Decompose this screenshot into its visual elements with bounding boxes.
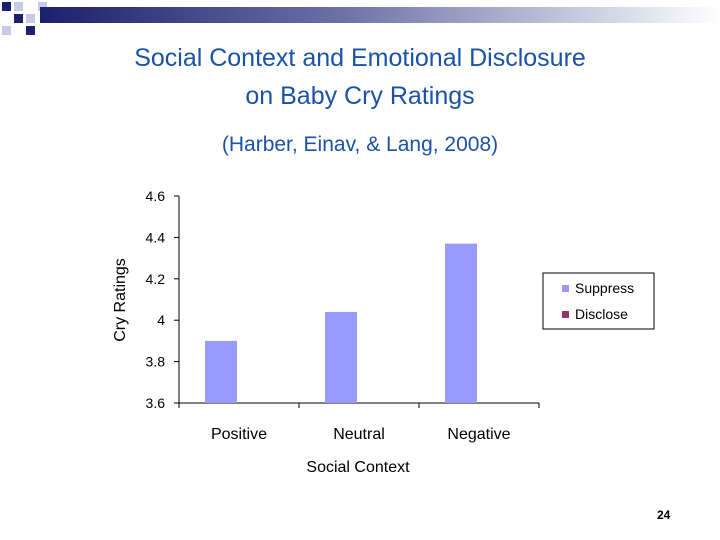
x-tick-label: Neutral [333, 426, 385, 443]
page-number: 24 [657, 508, 671, 522]
header-decoration [2, 2, 720, 35]
y-axis-label: Cry Ratings [112, 258, 129, 342]
legend-swatch-disclose [562, 311, 569, 318]
deco-square-navy-1 [2, 2, 11, 11]
legend-swatch-suppress [562, 285, 569, 292]
deco-square-light-4 [38, 2, 47, 11]
deco-gradient-bar [40, 7, 720, 23]
y-tick-label: 3.8 [146, 354, 166, 370]
deco-square-navy-3 [26, 26, 35, 35]
y-tick-label: 4.6 [146, 188, 166, 204]
slide-title-line-2: on Baby Cry Ratings [245, 82, 475, 110]
deco-square-light-3 [2, 26, 11, 35]
slide-title-line-1: Social Context and Emotional Disclosure [134, 44, 586, 72]
slide-subtitle: (Harber, Einav, & Lang, 2008) [221, 133, 499, 156]
legend: Suppress Disclose [542, 272, 655, 330]
bar-suppress-neutral [325, 311, 357, 403]
y-axis: 4.6 4.4 4.2 4 3.8 3.6 [146, 188, 180, 411]
y-tick-label: 4.4 [146, 229, 166, 245]
bar-suppress-positive [205, 340, 237, 403]
x-axis: Positive Neutral Negative [178, 402, 540, 443]
x-axis-label: Social Context [306, 459, 410, 476]
x-tick-label: Positive [211, 426, 267, 443]
legend-label-suppress: Suppress [575, 280, 634, 296]
bar-suppress-negative [445, 243, 477, 403]
legend-label-disclose: Disclose [575, 306, 628, 322]
deco-square-light-2 [26, 14, 35, 23]
y-tick-label: 3.6 [146, 395, 166, 411]
deco-square-light-1 [14, 2, 23, 11]
legend-box [542, 272, 655, 330]
y-tick-label: 4 [157, 312, 165, 328]
bars [205, 243, 477, 403]
deco-square-navy-2 [14, 14, 23, 23]
y-tick-label: 4.2 [146, 271, 166, 287]
x-tick-label: Negative [447, 426, 510, 443]
